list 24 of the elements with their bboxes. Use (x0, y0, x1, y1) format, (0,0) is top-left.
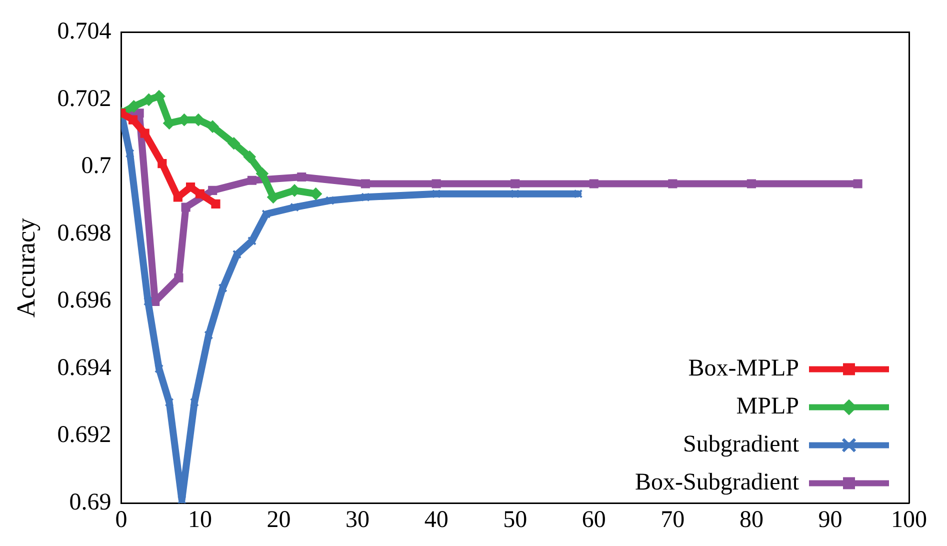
y-tick-label: 0.702 (57, 86, 112, 112)
x-tick-label: 0 (115, 506, 128, 533)
legend-label: Box-Subgradient (635, 469, 800, 496)
x-tick-label: 20 (266, 506, 291, 533)
x-tick-label: 50 (503, 506, 528, 533)
x-tick-label: 100 (891, 506, 927, 533)
y-tick-label: 0.704 (57, 18, 112, 45)
x-tick-label: 60 (582, 506, 606, 533)
legend-label: Subgradient (683, 431, 800, 458)
y-tick-label: 0.698 (57, 220, 112, 246)
y-axis-title: Accuracy (11, 218, 40, 318)
y-tick-label: 0.692 (57, 422, 112, 448)
y-tick-label: 0.694 (57, 354, 112, 381)
x-tick-label: 30 (346, 506, 370, 533)
x-tick-label: 10 (188, 506, 212, 533)
x-tick-label: 90 (818, 506, 842, 533)
y-tick-label: 0.696 (57, 288, 112, 314)
legend-label: MPLP (736, 393, 799, 420)
y-tick-label: 0.7 (81, 153, 112, 180)
legend-label: Box-MPLP (688, 355, 799, 382)
x-tick-label: 80 (739, 506, 764, 533)
x-tick-label: 70 (660, 506, 685, 533)
x-tick-label: 40 (424, 506, 448, 533)
y-tick-label: 0.69 (69, 489, 112, 516)
